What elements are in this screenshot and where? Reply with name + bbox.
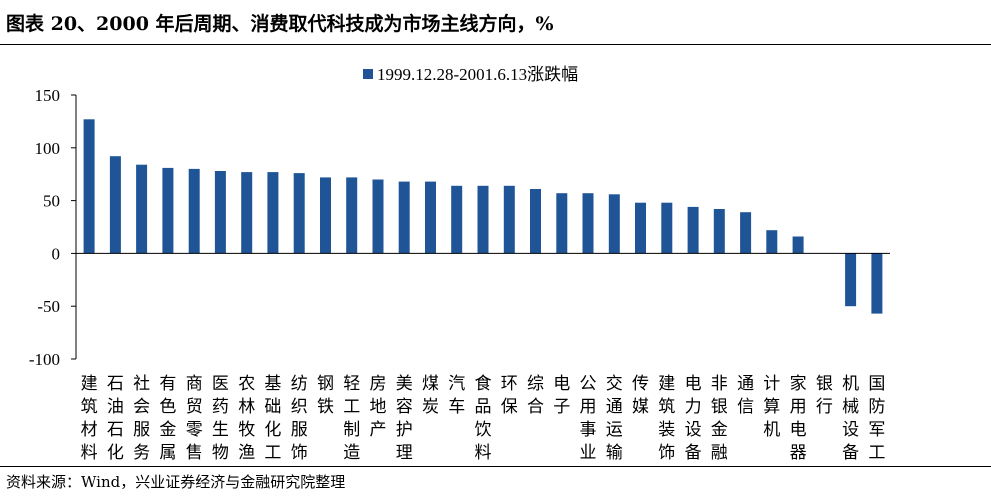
y-tick-label: 0 bbox=[52, 244, 61, 263]
bar bbox=[871, 253, 883, 314]
legend: 1999.12.28-2001.6.13涨跌幅 bbox=[363, 65, 578, 84]
category-label: 非银金融 bbox=[711, 374, 728, 463]
y-tick-label: 150 bbox=[35, 86, 61, 105]
category-label: 商贸零售 bbox=[186, 374, 203, 463]
bars bbox=[83, 119, 883, 314]
bar bbox=[241, 172, 253, 254]
bar bbox=[766, 230, 778, 254]
figure-title: 图表 20、2000 年后周期、消费取代科技成为市场主线方向，% bbox=[6, 13, 554, 35]
bar bbox=[109, 156, 121, 254]
bar bbox=[267, 172, 279, 254]
bar bbox=[136, 164, 148, 254]
bar bbox=[214, 171, 226, 254]
category-label: 交通运输 bbox=[606, 374, 623, 463]
y-tick-label: -50 bbox=[37, 297, 60, 316]
y-tick-label: 50 bbox=[43, 192, 60, 211]
bar bbox=[845, 253, 857, 307]
category-label: 医药生物 bbox=[212, 374, 229, 463]
category-label: 通信 bbox=[737, 374, 754, 417]
bar bbox=[162, 167, 174, 254]
bar bbox=[398, 181, 410, 254]
bar bbox=[556, 193, 568, 254]
bar bbox=[372, 179, 384, 254]
bar bbox=[188, 168, 200, 254]
category-label: 煤炭 bbox=[422, 374, 439, 417]
category-label: 综合 bbox=[527, 374, 544, 417]
bar bbox=[635, 202, 646, 254]
bar bbox=[320, 177, 331, 254]
category-label: 环保 bbox=[501, 374, 518, 417]
category-label: 传媒 bbox=[632, 374, 649, 417]
category-labels: 建筑材料石油石化社会服务有色金属商贸零售医药生物农林牧渔基础化工纺织服饰钢铁轻工… bbox=[81, 374, 886, 463]
bar bbox=[346, 177, 358, 254]
y-axis: -100 -50 0 50 100 150 bbox=[29, 86, 77, 369]
bar-chart: 1999.12.28-2001.6.13涨跌幅 -100 -50 0 50 100 150… bbox=[29, 65, 890, 463]
category-label: 建筑材料 bbox=[81, 374, 98, 463]
category-label: 基础化工 bbox=[264, 374, 281, 463]
category-label: 家用电器 bbox=[790, 374, 807, 463]
category-label: 纺织服饰 bbox=[291, 374, 308, 463]
legend-swatch bbox=[363, 69, 373, 79]
source-rule bbox=[0, 466, 991, 467]
bar bbox=[477, 185, 489, 254]
bar bbox=[792, 236, 804, 254]
category-label: 机械设备 bbox=[842, 374, 859, 463]
category-label: 电力设备 bbox=[685, 374, 702, 463]
bar bbox=[503, 185, 515, 254]
legend-label: 1999.12.28-2001.6.13涨跌幅 bbox=[377, 65, 578, 84]
category-label: 美容护理 bbox=[396, 374, 413, 463]
bar bbox=[425, 181, 436, 254]
y-tick-label: 100 bbox=[35, 139, 61, 158]
category-label: 食品饮料 bbox=[475, 374, 492, 463]
category-label: 有色金属 bbox=[159, 374, 176, 463]
bar bbox=[608, 194, 620, 254]
category-label: 建筑装饰 bbox=[658, 374, 675, 463]
bar bbox=[451, 185, 463, 254]
y-tick-label: -100 bbox=[29, 350, 60, 369]
category-label: 房地产 bbox=[370, 374, 387, 440]
bar bbox=[83, 119, 95, 254]
category-label: 计算机 bbox=[763, 374, 780, 440]
source-note: 资料来源：Wind，兴业证券经济与金融研究院整理 bbox=[6, 473, 346, 491]
category-label: 钢铁 bbox=[317, 374, 334, 417]
category-label: 银行 bbox=[816, 374, 833, 417]
bar bbox=[661, 202, 673, 254]
title-rule bbox=[0, 44, 991, 45]
category-label: 汽车 bbox=[448, 374, 465, 417]
category-label: 国防军工 bbox=[868, 374, 885, 463]
category-label: 社会服务 bbox=[133, 374, 150, 463]
category-label: 电子 bbox=[553, 374, 570, 417]
category-label: 公用事业 bbox=[580, 374, 597, 463]
category-label: 轻工制造 bbox=[343, 374, 360, 463]
bar bbox=[582, 193, 594, 254]
bar bbox=[530, 189, 541, 254]
bar bbox=[293, 173, 305, 254]
category-label: 农林牧渔 bbox=[238, 374, 255, 463]
bar bbox=[740, 212, 752, 254]
bar bbox=[713, 209, 725, 254]
category-label: 石油石化 bbox=[107, 374, 124, 463]
bar bbox=[687, 206, 699, 254]
